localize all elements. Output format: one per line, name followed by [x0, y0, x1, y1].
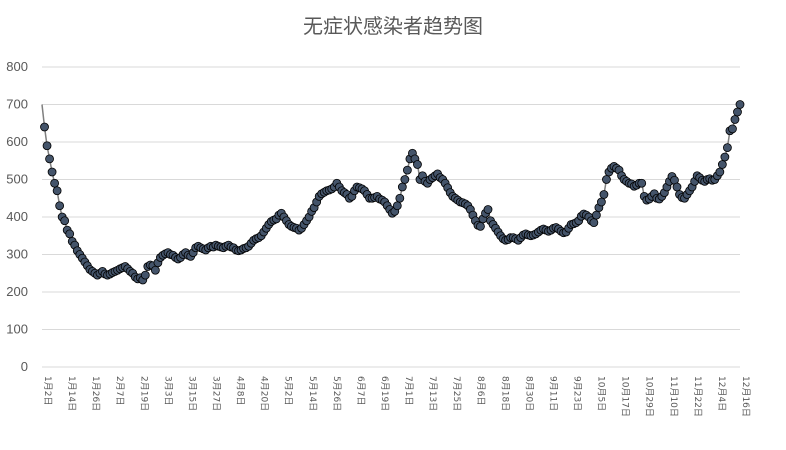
x-tick-label: 5月2日	[283, 376, 294, 405]
data-point	[602, 175, 611, 184]
data-point	[730, 115, 740, 124]
x-tick-label: 9月11日	[547, 376, 558, 411]
x-tick-label: 1月14日	[66, 376, 77, 411]
x-tick-label: 3月27日	[210, 376, 221, 411]
y-tick-label: 200	[6, 284, 28, 299]
data-point	[599, 190, 609, 199]
x-tick-label: 12月16日	[740, 376, 751, 417]
y-tick-label: 0	[21, 359, 28, 374]
x-tick-label: 6月19日	[379, 376, 390, 411]
data-point	[55, 201, 65, 211]
data-point	[402, 165, 412, 175]
x-tick-label: 12月4日	[716, 376, 727, 411]
x-tick-label: 7月1日	[403, 376, 414, 405]
x-tick-label: 6月7日	[355, 376, 366, 405]
data-point	[52, 186, 62, 196]
x-tick-label: 4月8日	[235, 376, 246, 405]
x-tick-label: 7月13日	[427, 376, 438, 411]
x-tick-label: 11月10日	[668, 376, 679, 417]
data-point	[476, 221, 485, 231]
x-tick-label: 5月26日	[331, 376, 342, 411]
x-tick-label: 10月17日	[620, 376, 631, 417]
x-tick-label: 1月2日	[42, 376, 53, 405]
data-point	[42, 141, 52, 151]
x-tick-label: 7月25日	[451, 376, 462, 411]
data-point	[140, 270, 150, 280]
x-tick-label: 8月30日	[523, 376, 534, 411]
data-point	[45, 154, 54, 164]
y-tick-label: 700	[6, 97, 28, 112]
data-point	[40, 122, 49, 132]
data-point	[392, 201, 402, 211]
x-tick-label: 11月22日	[692, 376, 703, 417]
data-point	[723, 143, 732, 153]
x-tick-label: 4月20日	[259, 376, 270, 411]
data-point	[728, 124, 737, 134]
data-point	[717, 160, 727, 169]
data-point	[65, 229, 75, 239]
data-point	[60, 216, 70, 226]
data-point	[47, 167, 57, 177]
x-tick-label: 1月26日	[90, 376, 101, 411]
data-point	[672, 182, 682, 192]
x-axis-ticks: 1月2日 1月14日 1月26日 2月7日 2月19日 3月3日 3月15日 3月27日 4月8…	[42, 376, 751, 417]
data-point	[733, 107, 742, 117]
data-point	[597, 197, 606, 207]
series-line	[41, 104, 741, 282]
data-point	[395, 193, 405, 203]
data-points	[40, 100, 745, 285]
chart-title: 无症状感染者趋势图	[303, 14, 483, 38]
data-point	[591, 210, 601, 220]
x-tick-label: 5月14日	[307, 376, 318, 411]
y-tick-label: 300	[6, 247, 28, 262]
y-tick-label: 100	[6, 322, 28, 337]
data-point	[397, 182, 407, 192]
x-tick-label: 10月29日	[644, 376, 655, 417]
x-tick-label: 10月5日	[596, 376, 607, 411]
data-point	[483, 205, 493, 214]
data-point	[735, 100, 745, 109]
data-point	[589, 218, 599, 228]
x-tick-label: 2月19日	[138, 376, 149, 411]
data-point	[150, 265, 160, 275]
x-tick-label: 9月23日	[572, 376, 583, 411]
y-tick-label: 600	[6, 134, 28, 149]
data-point	[637, 178, 647, 188]
x-tick-label: 2月7日	[114, 376, 125, 405]
x-tick-label: 3月15日	[186, 376, 197, 411]
x-tick-label: 8月18日	[499, 376, 510, 411]
data-point	[400, 175, 410, 184]
x-tick-label: 3月3日	[162, 376, 173, 405]
data-point	[720, 152, 730, 162]
data-point	[50, 178, 59, 188]
y-tick-label: 500	[6, 172, 28, 187]
y-tick-label: 800	[6, 59, 28, 74]
x-tick-label: 8月6日	[475, 376, 486, 405]
data-point	[413, 160, 422, 169]
data-point	[715, 167, 725, 177]
y-axis-ticks: 0 100 200 300 400 500 600 700 800	[6, 59, 28, 374]
y-tick-label: 400	[6, 209, 28, 224]
